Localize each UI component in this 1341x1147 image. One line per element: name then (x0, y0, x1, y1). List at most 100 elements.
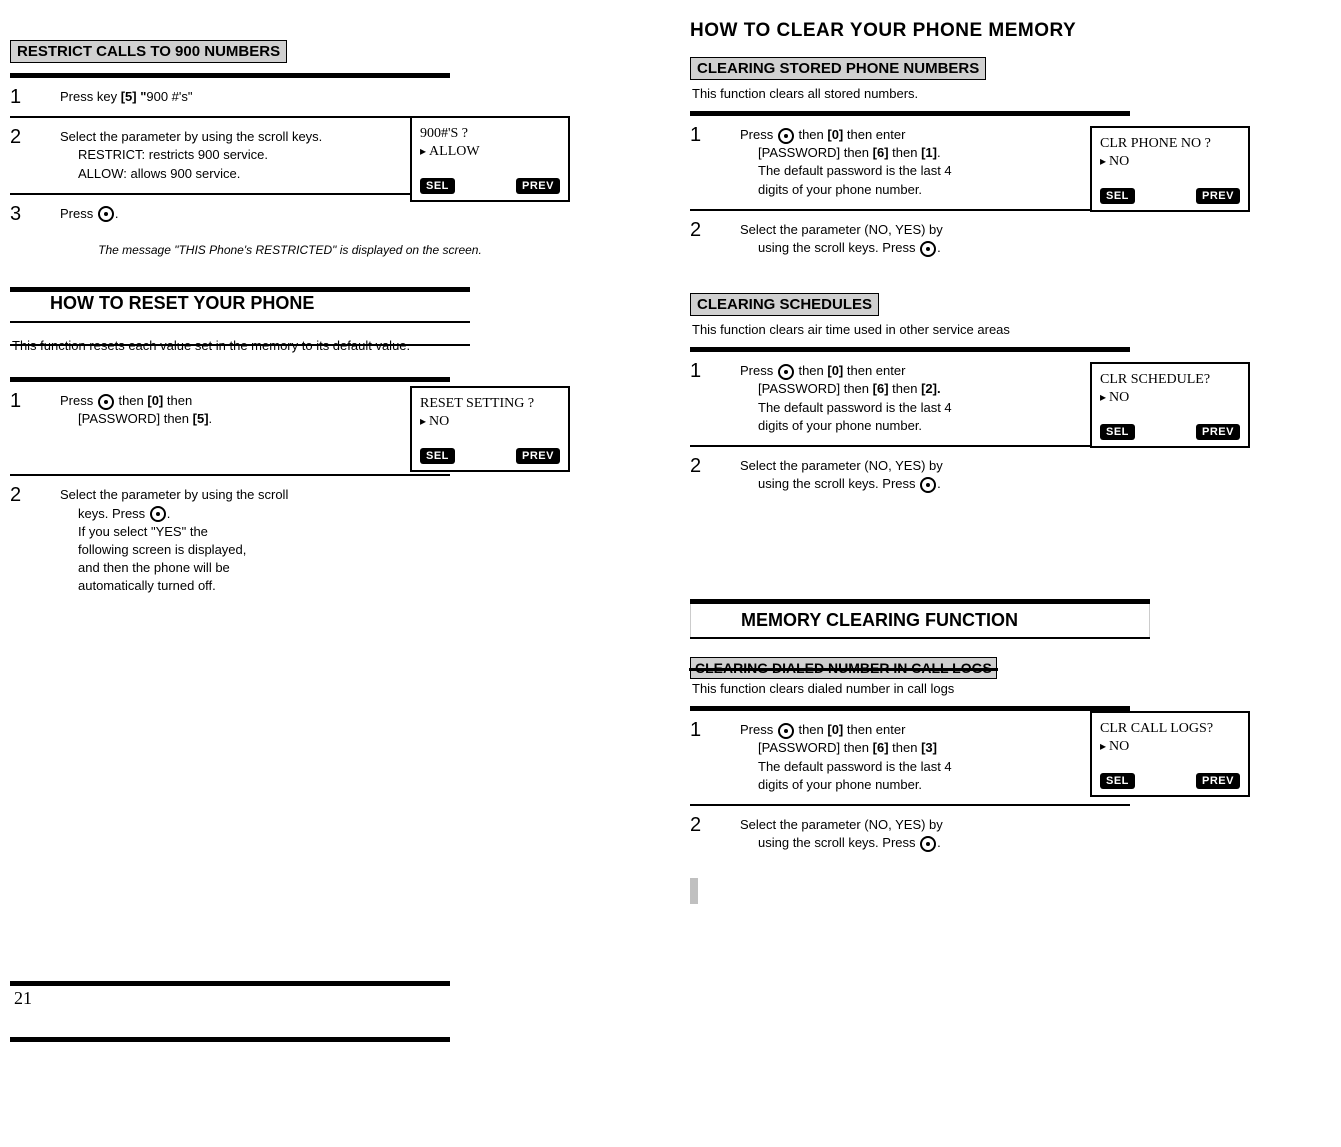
step-text: Select the parameter by using the scroll… (60, 128, 450, 146)
step-text: Press (60, 206, 97, 221)
clearing-stored-label: CLEARING STORED PHONE NUMBERS (690, 57, 986, 80)
step-text: Select the parameter (NO, YES) by (740, 457, 1130, 475)
step-sub: The default password is the last 4 (758, 399, 1130, 417)
sel-button[interactable]: SEL (1100, 424, 1135, 440)
sel-button[interactable]: SEL (420, 448, 455, 464)
step-text: Press key [5] "900 #'s" (60, 89, 193, 104)
page-number: 21 (10, 986, 450, 1011)
rule (690, 445, 1130, 447)
step-sub: using the scroll keys. Press (758, 835, 919, 850)
rule (690, 706, 1130, 711)
subtext: This function clears air time used in ot… (692, 322, 1250, 337)
phone-display: 900#'S ? ALLOW SEL PREV (410, 116, 570, 202)
step-mid: then [0] then (115, 393, 192, 408)
display-line1: 900#'S ? (420, 126, 560, 142)
reset-step-2: 2 Select the parameter by using the scro… (10, 480, 450, 601)
step-sub: following screen is displayed, (78, 541, 450, 559)
prev-button[interactable]: PREV (1196, 188, 1240, 204)
main-heading: HOW TO CLEAR YOUR PHONE MEMORY (690, 20, 1250, 42)
prev-button[interactable]: PREV (516, 448, 560, 464)
step-sub: If you select "YES" the (78, 523, 450, 541)
step-sub: using the scroll keys. Press (758, 476, 919, 491)
prev-button[interactable]: PREV (1196, 424, 1240, 440)
menu-key-icon (920, 241, 936, 257)
sel-button[interactable]: SEL (1100, 188, 1135, 204)
memory-clearing-heading: MEMORY CLEARING FUNCTION (690, 604, 1150, 637)
step-sub: The default password is the last 4 (758, 162, 1130, 180)
reset-step-1: 1 Press then [0] then [PASSWORD] then [5… (10, 386, 450, 434)
step-1: 1 Press key [5] "900 #'s" (10, 82, 450, 112)
sel-button[interactable]: SEL (420, 178, 455, 194)
prev-button[interactable]: PREV (516, 178, 560, 194)
menu-key-icon (778, 364, 794, 380)
rule (690, 804, 1130, 806)
step-text: Select the parameter (NO, YES) by (740, 221, 1130, 239)
step-sub: keys. Press (78, 506, 149, 521)
menu-key-icon (920, 477, 936, 493)
display-line1: CLR SCHEDULE? (1100, 372, 1240, 388)
menu-key-icon (150, 506, 166, 522)
step-2: 2 Select the parameter by using the scro… (10, 122, 450, 189)
step-sub: The default password is the last 4 (758, 758, 1130, 776)
step-sub: digits of your phone number. (758, 776, 1130, 794)
reset-heading-block: HOW TO RESET YOUR PHONE (10, 287, 470, 320)
phone-display: CLR SCHEDULE? NO SEL PREV (1090, 362, 1250, 448)
step-sub: automatically turned off. (78, 577, 450, 595)
step-sub: digits of your phone number. (758, 181, 1130, 199)
step-pre: Press (740, 363, 777, 378)
menu-key-icon (920, 836, 936, 852)
phone-display: CLR PHONE NO ? NO SEL PREV (1090, 126, 1250, 212)
suffix: . (115, 206, 119, 221)
step-text: Press (60, 393, 97, 408)
menu-key-icon (98, 394, 114, 410)
clrcall-step-1: 1 Press then [0] then enter [PASSWORD] t… (690, 715, 1130, 800)
subtext: This function clears dialed number in ca… (692, 681, 1250, 696)
display-line1: RESET SETTING ? (420, 396, 560, 412)
menu-key-icon (98, 206, 114, 222)
step-sub: RESTRICT: restricts 900 service. (78, 146, 450, 164)
step-sub: [PASSWORD] then [5]. (78, 410, 450, 428)
rule (10, 377, 450, 382)
rule (10, 193, 450, 195)
right-column: HOW TO CLEAR YOUR PHONE MEMORY CLEARING … (690, 10, 1250, 1042)
step-pre: Press (740, 722, 777, 737)
page-number-box: 21 (10, 981, 450, 1042)
clrphone-step-2: 2 Select the parameter (NO, YES) by usin… (690, 215, 1130, 263)
rule (690, 209, 1130, 211)
rule (10, 116, 450, 118)
step-sub: and then the phone will be (78, 559, 450, 577)
step-text: Select the parameter by using the scroll (60, 486, 450, 504)
rule (690, 347, 1130, 352)
step-sub: [PASSWORD] then [6] then [1]. (758, 144, 1130, 162)
clrcall-step-2: 2 Select the parameter (NO, YES) by usin… (690, 810, 1130, 858)
reset-subtext: This function resets each value set in t… (10, 338, 470, 353)
clrsched-step-2: 2 Select the parameter (NO, YES) by usin… (690, 451, 1130, 499)
grey-marker (690, 878, 698, 904)
clrphone-step-1: 1 Press then [0] then enter [PASSWORD] t… (690, 120, 1130, 205)
step-mid: then [0] then enter (795, 722, 906, 737)
sel-button[interactable]: SEL (1100, 773, 1135, 789)
step-sub: [PASSWORD] then [6] then [3] (758, 739, 1130, 757)
phone-display: CLR CALL LOGS? NO SEL PREV (1090, 711, 1250, 797)
left-column: RESTRICT CALLS TO 900 NUMBERS 1 Press ke… (10, 10, 570, 1042)
step-3: 3 Press . (10, 199, 450, 229)
display-line1: CLR CALL LOGS? (1100, 721, 1240, 737)
rule (10, 73, 450, 78)
display-line2: NO (1100, 390, 1240, 406)
rule (690, 111, 1130, 116)
subtext: This function clears all stored numbers. (692, 86, 1250, 101)
step-sub: [PASSWORD] then [6] then [2]. (758, 380, 1130, 398)
clrsched-step-1: 1 Press then [0] then enter [PASSWORD] t… (690, 356, 1130, 441)
menu-key-icon (778, 723, 794, 739)
reset-heading: HOW TO RESET YOUR PHONE (10, 287, 470, 320)
step-mid: then [0] then enter (795, 363, 906, 378)
phone-display: RESET SETTING ? NO SEL PREV (410, 386, 570, 472)
step-pre: Press (740, 127, 777, 142)
display-line2: ALLOW (420, 144, 560, 160)
note-text: The message "THIS Phone's RESTRICTED" is… (70, 243, 510, 257)
menu-key-icon (778, 128, 794, 144)
prev-button[interactable]: PREV (1196, 773, 1240, 789)
step-mid: then [0] then enter (795, 127, 906, 142)
display-line1: CLR PHONE NO ? (1100, 136, 1240, 152)
clearing-schedules-label: CLEARING SCHEDULES (690, 293, 879, 316)
